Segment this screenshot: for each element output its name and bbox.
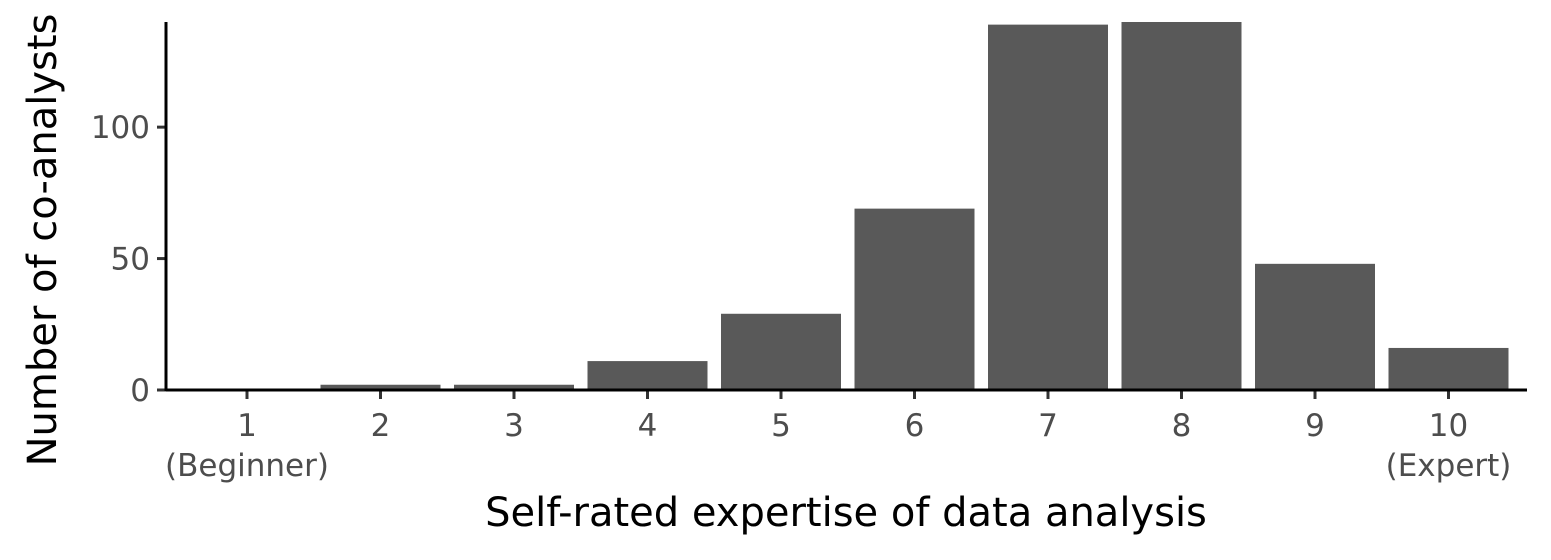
bars-group [187, 22, 1509, 390]
x-tick-label: 1 [237, 408, 257, 444]
y-axis-title: Number of co-analysts [20, 14, 66, 467]
x-tick-label: 2 [371, 408, 391, 444]
bar-5 [721, 313, 841, 390]
bar-9 [1255, 263, 1375, 390]
bar-4 [587, 361, 708, 390]
x-axis-title: Self-rated expertise of data analysis [485, 490, 1207, 536]
bar-8 [1121, 22, 1242, 390]
x-tick-sublabel: (Expert) [1386, 448, 1512, 484]
bar-3 [454, 384, 574, 390]
y-tick-label: 0 [130, 373, 150, 409]
y-tick-label: 50 [111, 242, 150, 278]
x-axis-ticks: 1 (Beginner) 2 3 4 5 6 7 8 9 10 (Expert) [165, 390, 1511, 484]
x-tick-label: 5 [771, 408, 791, 444]
x-tick-label: 10 [1429, 408, 1468, 444]
bar-7 [988, 24, 1108, 390]
x-tick-sublabel: (Beginner) [165, 448, 329, 484]
bar-6 [854, 208, 975, 390]
x-tick-label: 4 [638, 408, 658, 444]
bar-2 [320, 384, 441, 390]
x-tick-label: 6 [905, 408, 925, 444]
x-tick-label: 9 [1305, 408, 1325, 444]
y-axis-ticks: 0 50 100 [91, 110, 166, 409]
y-tick-label: 100 [91, 110, 150, 146]
x-tick-label: 8 [1172, 408, 1192, 444]
x-tick-label: 7 [1038, 408, 1058, 444]
bar-10 [1388, 347, 1509, 390]
x-tick-label: 3 [504, 408, 524, 444]
